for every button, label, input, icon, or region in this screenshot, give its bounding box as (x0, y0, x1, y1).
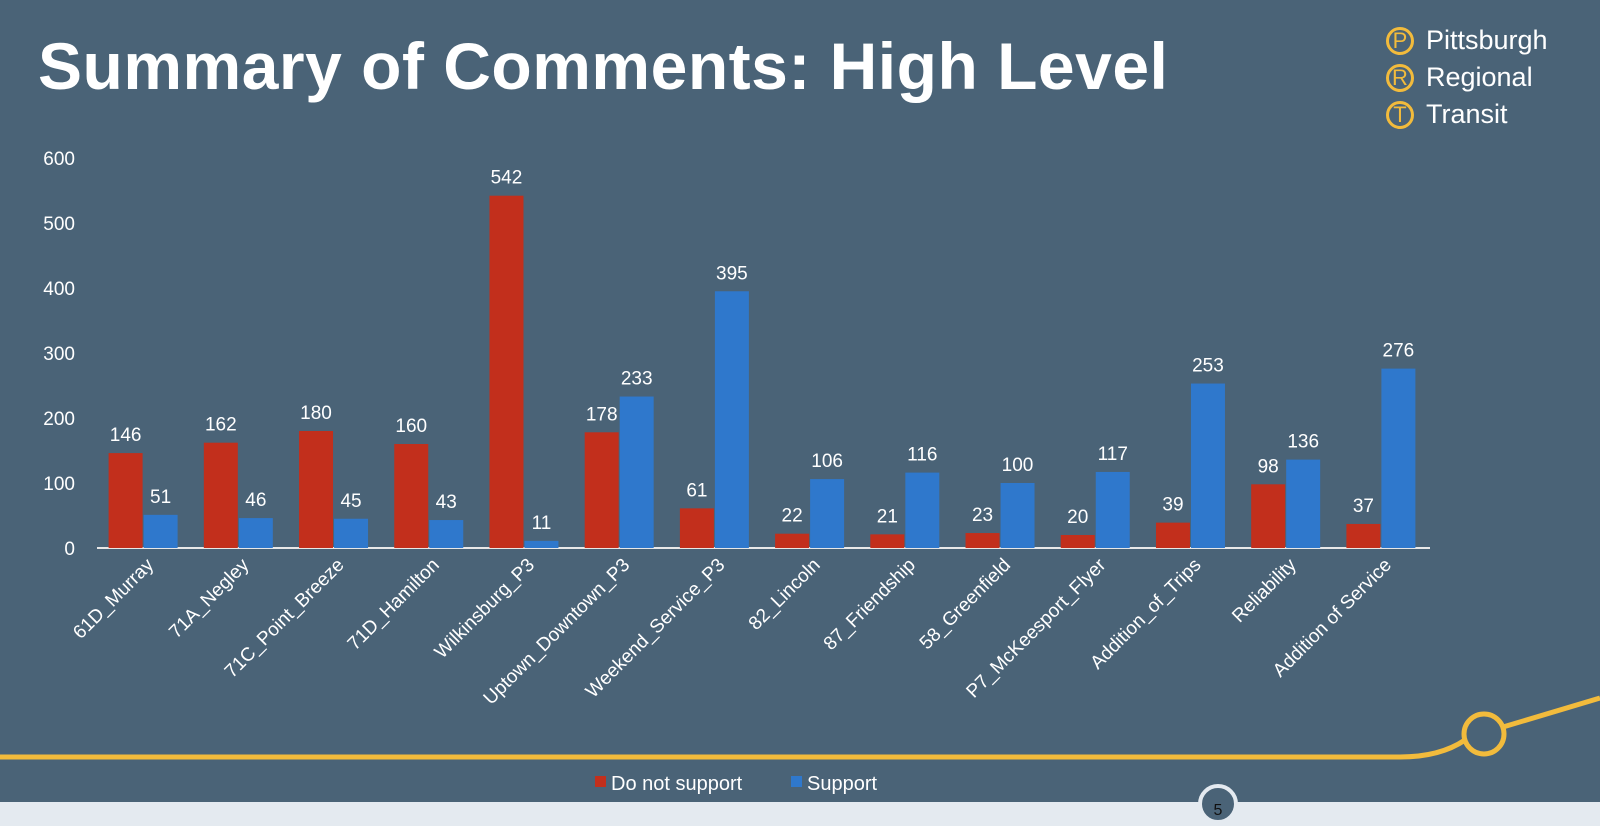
data-label: 178 (586, 404, 618, 425)
x-tick-label: Reliability (1228, 554, 1301, 627)
bar-support (524, 540, 559, 548)
bar-support (238, 518, 273, 548)
bar-support (1381, 368, 1416, 548)
page-number: 5 (1198, 784, 1238, 824)
data-label: 23 (972, 505, 993, 526)
y-tick-label: 100 (43, 474, 75, 495)
prt-logo: P Pittsburgh R Regional T Transit (1386, 22, 1548, 133)
y-tick-label: 400 (43, 279, 75, 300)
bar-support (905, 472, 940, 548)
bar-support (429, 520, 464, 548)
bar-do-not-support (584, 432, 619, 548)
data-label: 117 (1098, 444, 1128, 465)
bar-support (143, 514, 178, 548)
data-label: 276 (1383, 341, 1415, 362)
bar-support (810, 479, 845, 548)
data-label: 100 (1002, 455, 1034, 476)
bar-support (1190, 383, 1225, 548)
data-label: 43 (436, 492, 457, 513)
slide-title: Summary of Comments: High Level (38, 29, 1169, 103)
data-label: 253 (1192, 356, 1224, 377)
bar-do-not-support (870, 534, 905, 548)
logo-letter-p: P (1386, 26, 1414, 55)
data-label: 46 (245, 490, 266, 511)
logo-word: Regional (1426, 62, 1533, 92)
logo-letter-t: T (1386, 100, 1414, 129)
bar-do-not-support (1346, 523, 1381, 548)
data-label: 233 (621, 369, 653, 390)
bar-do-not-support (394, 444, 429, 548)
data-label: 22 (782, 506, 803, 527)
x-tick-label: 71A_Negley (165, 554, 253, 642)
data-label: 116 (907, 445, 937, 466)
decorative-transit-line (0, 737, 1467, 760)
legend-label: Support (807, 773, 877, 795)
data-label: 61 (686, 480, 707, 501)
bar-do-not-support (203, 442, 238, 548)
decorative-transit-line (1502, 695, 1600, 730)
y-tick-label: 0 (64, 539, 75, 560)
y-tick-label: 500 (43, 214, 75, 235)
data-label: 20 (1067, 507, 1088, 528)
bottom-strip (0, 802, 1600, 826)
y-tick-label: 300 (43, 344, 75, 365)
data-label: 395 (716, 263, 748, 284)
bar-support (714, 291, 749, 548)
bar-do-not-support (1251, 484, 1286, 548)
data-label: 21 (877, 506, 898, 527)
bar-do-not-support (679, 508, 714, 548)
data-label: 180 (300, 403, 332, 424)
data-label: 45 (340, 491, 361, 512)
bar-do-not-support (965, 533, 1000, 548)
x-tick-label: 87_Friendship (820, 555, 920, 655)
bar-support (1095, 471, 1130, 548)
bar-support (1000, 483, 1035, 548)
x-tick-label: Wilkinsburg_P3 (431, 555, 539, 663)
bar-do-not-support (1060, 535, 1095, 548)
legend-swatch (595, 776, 606, 787)
logo-row: R Regional (1386, 59, 1548, 96)
logo-row: P Pittsburgh (1386, 22, 1548, 59)
bar-do-not-support (108, 453, 143, 548)
data-label: 136 (1287, 432, 1319, 453)
logo-word: Pittsburgh (1426, 25, 1548, 55)
legend-swatch (791, 776, 802, 787)
bar-support (619, 396, 654, 548)
data-label: 162 (205, 415, 237, 436)
y-tick-label: 600 (43, 149, 75, 170)
logo-row: T Transit (1386, 96, 1548, 133)
logo-word: Transit (1426, 99, 1508, 129)
x-tick-label: 61D_Murray (69, 554, 158, 643)
data-label: 98 (1258, 456, 1279, 477)
data-label: 542 (491, 168, 523, 189)
logo-letter-r: R (1386, 63, 1414, 92)
bar-do-not-support (775, 533, 810, 548)
y-tick-label: 200 (43, 409, 75, 430)
bar-do-not-support (1155, 522, 1190, 548)
data-label: 106 (811, 451, 843, 472)
data-label: 51 (150, 487, 171, 508)
x-tick-label: 58_Greenfield (916, 555, 1015, 654)
x-tick-label: 82_Lincoln (745, 555, 825, 635)
bar-support (334, 518, 369, 548)
data-label: 11 (532, 513, 552, 534)
bar-do-not-support (489, 195, 524, 548)
data-label: 146 (110, 425, 142, 446)
bar-do-not-support (299, 431, 334, 548)
decorative-stop-circle (1461, 711, 1507, 757)
legend-label: Do not support (611, 773, 743, 795)
data-label: 160 (395, 416, 427, 437)
x-tick-label: 71D_Hamilton (344, 555, 444, 655)
data-label: 37 (1353, 496, 1374, 517)
bar-support (1286, 459, 1321, 548)
data-label: 39 (1162, 495, 1183, 516)
